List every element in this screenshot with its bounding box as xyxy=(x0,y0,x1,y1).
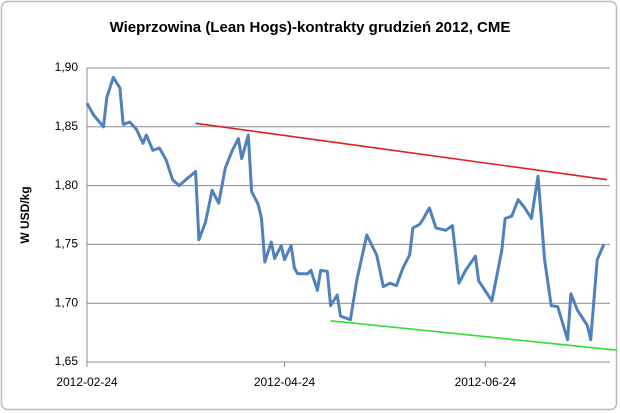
line-series xyxy=(85,75,606,342)
x-tick-label: 2012-02-24 xyxy=(56,375,118,389)
x-tick-label: 2012-06-24 xyxy=(455,375,517,389)
line-series xyxy=(195,122,608,181)
y-axis-label: W USD/kg xyxy=(18,186,32,243)
y-tick-label: 1,70 xyxy=(55,295,79,309)
y-tick-label: 1,90 xyxy=(55,60,79,74)
y-tick-label: 1,85 xyxy=(55,119,79,133)
line-series xyxy=(330,320,618,351)
y-tick-label: 1,80 xyxy=(55,178,79,192)
chart-title: Wieprzowina (Lean Hogs)-kontrakty grudzi… xyxy=(110,19,511,36)
y-tick-label: 1,65 xyxy=(55,354,79,368)
x-tick-label: 2012-04-24 xyxy=(254,375,316,389)
y-tick-label: 1,75 xyxy=(55,237,79,251)
